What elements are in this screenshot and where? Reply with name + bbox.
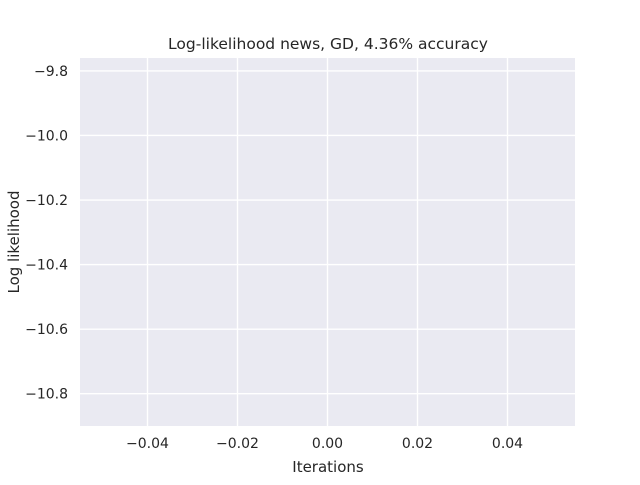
x-tick-label: 0.00 — [312, 436, 343, 452]
chart-title: Log-likelihood news, GD, 4.36% accuracy — [168, 35, 488, 53]
x-tick-label: −0.04 — [126, 436, 169, 452]
y-tick-label: −10.2 — [25, 193, 68, 209]
y-axis-label: Log likelihood — [5, 191, 23, 294]
x-tick-labels: −0.04 −0.02 0.00 0.02 0.04 — [126, 436, 523, 452]
x-tick-label: −0.02 — [216, 436, 259, 452]
y-tick-labels: −9.8 −10.0 −10.2 −10.4 −10.6 −10.8 — [25, 64, 68, 403]
y-tick-label: −10.4 — [25, 258, 68, 274]
y-tick-label: −10.0 — [25, 128, 68, 144]
y-tick-label: −9.8 — [34, 64, 68, 80]
y-tick-label: −10.8 — [25, 387, 68, 403]
x-axis-label: Iterations — [292, 458, 364, 476]
grid-lines — [80, 58, 575, 426]
y-tick-label: −10.6 — [25, 322, 68, 338]
x-tick-label: 0.04 — [492, 436, 523, 452]
x-tick-label: 0.02 — [402, 436, 433, 452]
